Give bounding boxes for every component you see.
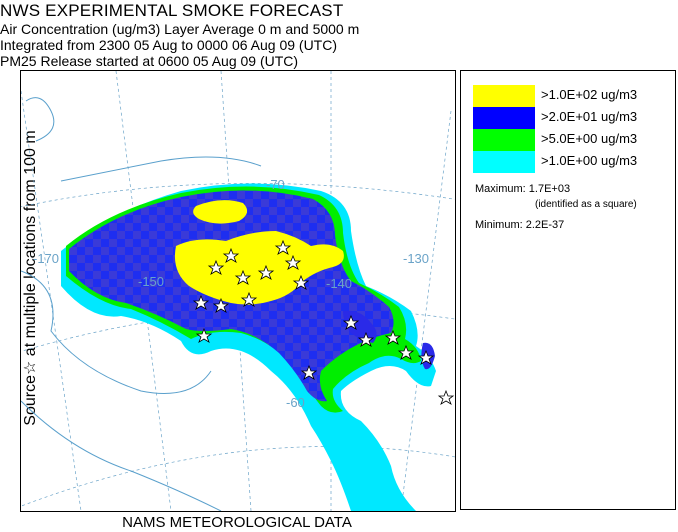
forecast-title: NWS EXPERIMENTAL SMOKE FORECAST [0, 1, 344, 20]
smoke-forecast-map: -170 -150 -140 -130 -70 -60 [20, 70, 456, 512]
integration-line: Integrated from 2300 05 Aug to 0000 06 A… [0, 37, 337, 53]
map-canvas: -170 -150 -140 -130 -70 -60 [21, 71, 455, 511]
legend-label-1: >1.0E+00 ug/m3 [541, 153, 638, 168]
smoke-sources [192, 239, 455, 405]
coastline [21, 97, 262, 511]
legend-swatch-yellow [473, 85, 535, 107]
legend-swatch-cyan [473, 151, 535, 173]
lon-label-140: -140 [326, 276, 352, 291]
legend-label-5: >5.0E+00 ug/m3 [541, 131, 638, 146]
meteorological-data-label: NAMS METEOROLOGICAL DATA [122, 514, 352, 531]
lon-label-150: -150 [138, 274, 164, 289]
plume-yellow-north [193, 200, 248, 224]
legend-label-100: >1.0E+02 ug/m3 [541, 87, 638, 102]
legend-swatch-green [473, 129, 535, 151]
maximum-value: Maximum: 1.7E+03 [475, 183, 571, 195]
maximum-note: (identified as a square) [535, 199, 637, 210]
legend-label-20: >2.0E+01 ug/m3 [541, 109, 638, 124]
legend-swatch-blue [473, 107, 535, 129]
lat-label-70: -70 [266, 177, 285, 192]
concentration-line: Air Concentration (ug/m3) Layer Average … [0, 21, 360, 37]
legend-panel: >1.0E+02 ug/m3 >2.0E+01 ug/m3 >5.0E+00 u… [460, 70, 676, 510]
minimum-value: Minimum: 2.2E-37 [475, 219, 565, 231]
lon-label-170: -170 [33, 251, 59, 266]
lat-label-60: -60 [286, 395, 305, 410]
release-line: PM25 Release started at 0600 05 Aug 09 (… [0, 53, 299, 69]
plume-yellow-main [174, 231, 344, 305]
lon-label-130: -130 [403, 251, 429, 266]
